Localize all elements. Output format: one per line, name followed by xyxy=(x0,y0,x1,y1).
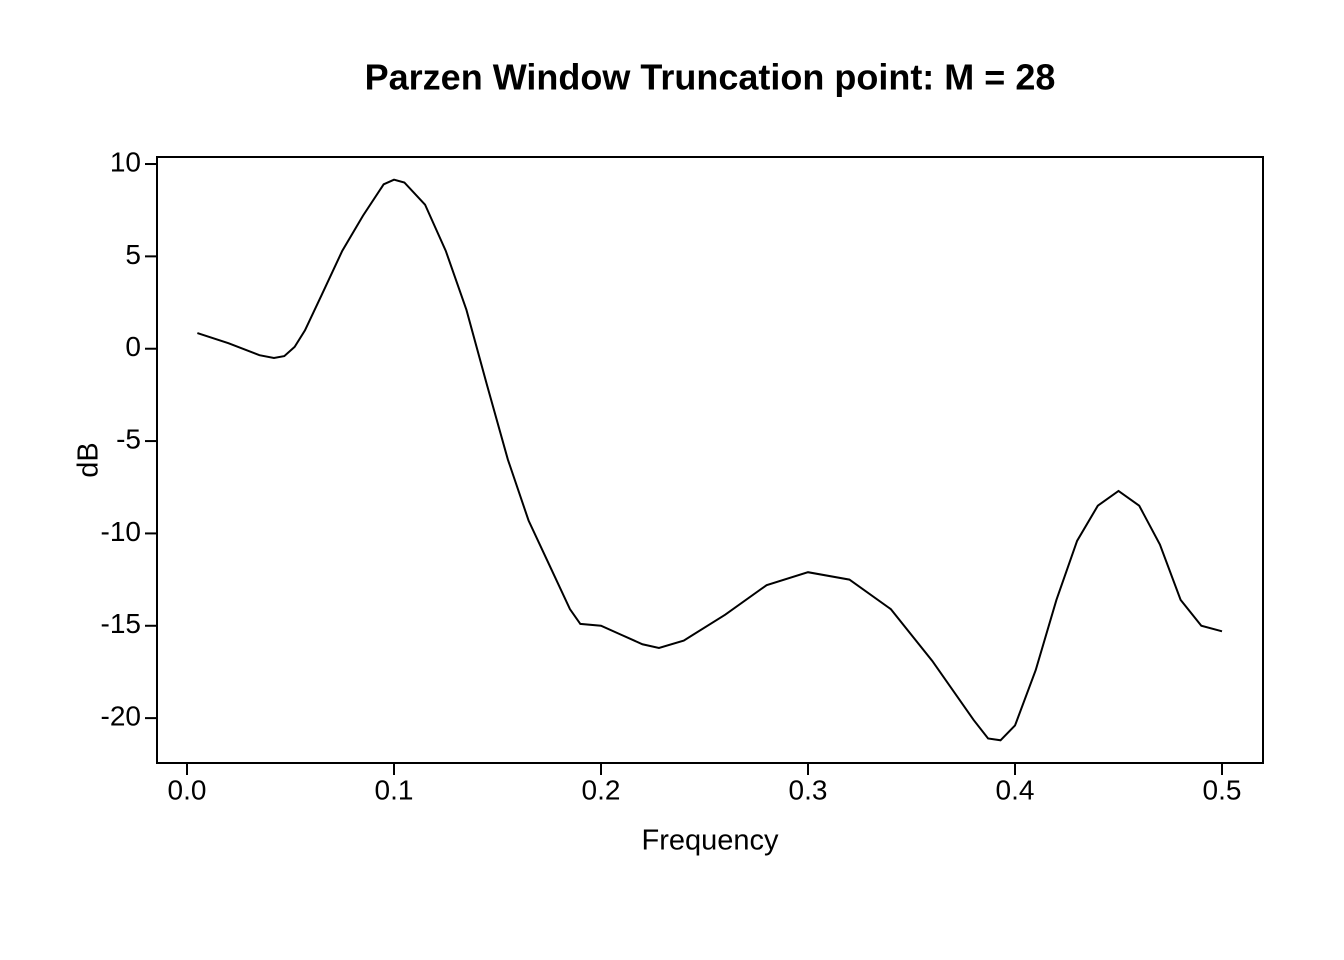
x-tick-label: 0.2 xyxy=(582,774,621,805)
y-tick-label: -5 xyxy=(116,423,141,454)
x-tick-label: 0.5 xyxy=(1203,774,1242,805)
x-tick-label: 0.4 xyxy=(996,774,1035,805)
y-axis-label: dB xyxy=(73,442,105,477)
chart-title: Parzen Window Truncation point: M = 28 xyxy=(365,57,1056,98)
y-tick-label: 0 xyxy=(125,331,141,362)
y-tick-label: 5 xyxy=(125,239,141,270)
y-tick-label: -20 xyxy=(101,701,141,732)
line xyxy=(197,178,1223,742)
y-tick-label: -15 xyxy=(101,608,141,639)
x-tick-label: 0.0 xyxy=(168,774,207,805)
x-tick-label: 0.3 xyxy=(789,774,828,805)
x-tick-label: 0.1 xyxy=(375,774,414,805)
plot-frame xyxy=(156,156,1264,764)
y-tick-label: 10 xyxy=(110,146,141,177)
x-axis-label: Frequency xyxy=(641,825,779,857)
y-tick-label: -10 xyxy=(101,516,141,547)
